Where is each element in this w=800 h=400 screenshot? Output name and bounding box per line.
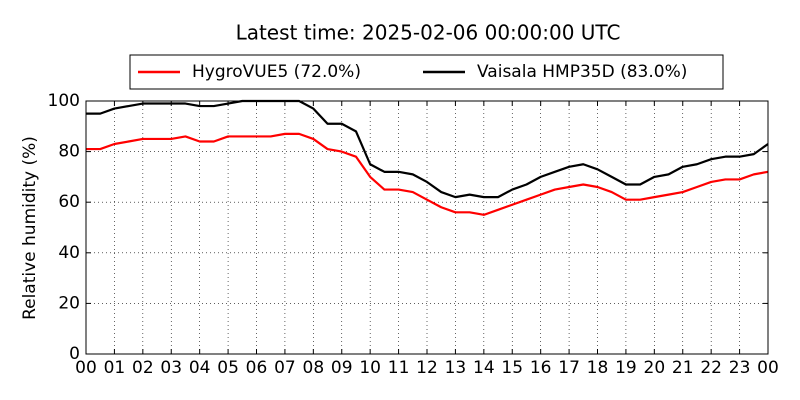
x-tick-label: 06 xyxy=(246,358,268,378)
x-tick-label: 08 xyxy=(303,358,325,378)
x-tick-label: 00 xyxy=(757,358,779,378)
x-tick-label: 04 xyxy=(189,358,211,378)
x-tick-label: 18 xyxy=(587,358,609,378)
y-tick-label: 20 xyxy=(58,293,80,313)
x-tick-label: 09 xyxy=(331,358,353,378)
x-tick-label: 23 xyxy=(729,358,751,378)
x-tick-label: 15 xyxy=(501,358,523,378)
x-tick-label: 16 xyxy=(530,358,552,378)
x-tick-label: 01 xyxy=(104,358,126,378)
legend-label: HygroVUE5 (72.0%) xyxy=(192,62,361,82)
x-tick-label: 00 xyxy=(75,358,97,378)
y-tick-label: 100 xyxy=(48,91,80,111)
y-tick-label: 0 xyxy=(69,344,80,364)
line-series xyxy=(86,132,769,216)
x-tick-label: 17 xyxy=(558,358,580,378)
x-tick-label: 10 xyxy=(359,358,381,378)
y-tick-label: 80 xyxy=(58,142,80,162)
legend-box xyxy=(129,54,724,90)
y-tick-label: 60 xyxy=(58,192,80,212)
chart-title: Latest time: 2025-02-06 00:00:00 UTC xyxy=(236,21,621,45)
x-tick-label: 03 xyxy=(160,358,182,378)
x-tick-label: 19 xyxy=(615,358,637,378)
x-tick-label: 12 xyxy=(416,358,438,378)
x-tick-label: 05 xyxy=(217,358,239,378)
y-axis-label: Relative humidity (%) xyxy=(20,136,40,320)
x-tick-label: 02 xyxy=(132,358,154,378)
x-tick-label: 22 xyxy=(700,358,722,378)
legend-label: Vaisala HMP35D (83.0%) xyxy=(477,62,687,82)
x-tick-label: 14 xyxy=(473,358,495,378)
y-tick-label: 40 xyxy=(58,243,80,263)
x-tick-label: 07 xyxy=(274,358,296,378)
x-tick-label: 11 xyxy=(388,358,410,378)
x-tick-label: 20 xyxy=(644,358,666,378)
line-series xyxy=(86,99,769,199)
plot-frame xyxy=(85,100,769,355)
x-tick-label: 13 xyxy=(445,358,467,378)
x-tick-label: 21 xyxy=(672,358,694,378)
